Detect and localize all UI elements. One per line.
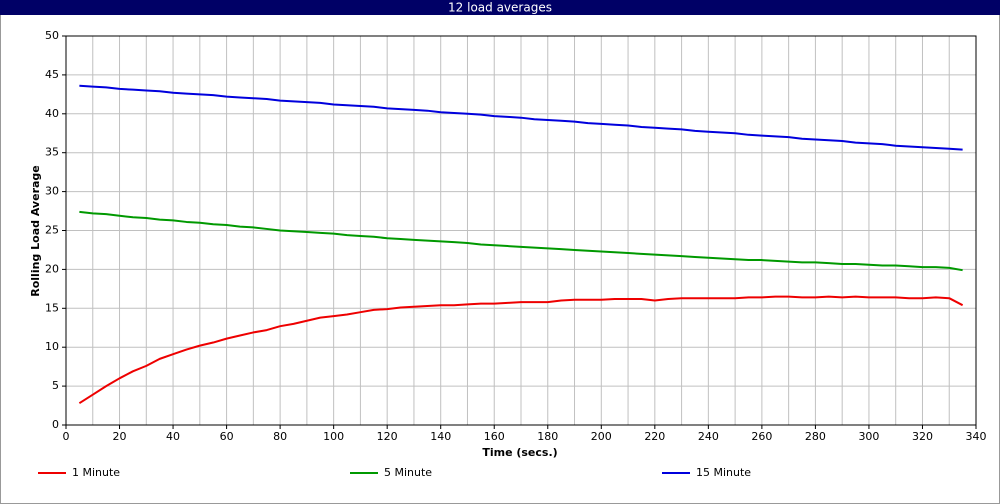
x-tick-label: 100 [323, 430, 344, 443]
y-tick-label: 5 [52, 379, 59, 392]
y-axis-label: Rolling Load Average [29, 165, 42, 297]
x-tick-label: 300 [858, 430, 879, 443]
legend-label: 5 Minute [384, 466, 432, 479]
x-axis-label: Time (secs.) [482, 446, 557, 459]
legend-label: 1 Minute [72, 466, 120, 479]
x-tick-label: 140 [430, 430, 451, 443]
series-line [79, 210, 963, 272]
x-tick-label: 240 [698, 430, 719, 443]
x-tick-label: 160 [484, 430, 505, 443]
y-tick-label: 50 [45, 29, 59, 42]
y-tick-label: 30 [45, 185, 59, 198]
y-tick-label: 0 [52, 418, 59, 431]
chart-title: 12 load averages [448, 1, 552, 15]
y-tick-label: 15 [45, 301, 59, 314]
x-tick-label: 20 [113, 430, 127, 443]
x-tick-label: 280 [805, 430, 826, 443]
legend-label: 15 Minute [696, 466, 751, 479]
x-tick-label: 180 [537, 430, 558, 443]
y-tick-label: 45 [45, 68, 59, 81]
x-tick-label: 60 [220, 430, 234, 443]
x-tick-label: 320 [912, 430, 933, 443]
series-line [79, 84, 963, 151]
y-tick-label: 20 [45, 262, 59, 275]
x-tick-label: 40 [166, 430, 180, 443]
title-bar [0, 0, 1000, 15]
y-tick-label: 40 [45, 107, 59, 120]
series-line [78, 295, 964, 405]
x-tick-label: 220 [644, 430, 665, 443]
y-tick-label: 10 [45, 340, 59, 353]
x-tick-label: 200 [591, 430, 612, 443]
x-tick-label: 80 [273, 430, 287, 443]
x-tick-label: 340 [966, 430, 987, 443]
x-tick-label: 120 [377, 430, 398, 443]
x-tick-label: 0 [63, 430, 70, 443]
y-tick-label: 25 [45, 224, 59, 237]
y-tick-label: 35 [45, 146, 59, 159]
x-tick-label: 260 [751, 430, 772, 443]
